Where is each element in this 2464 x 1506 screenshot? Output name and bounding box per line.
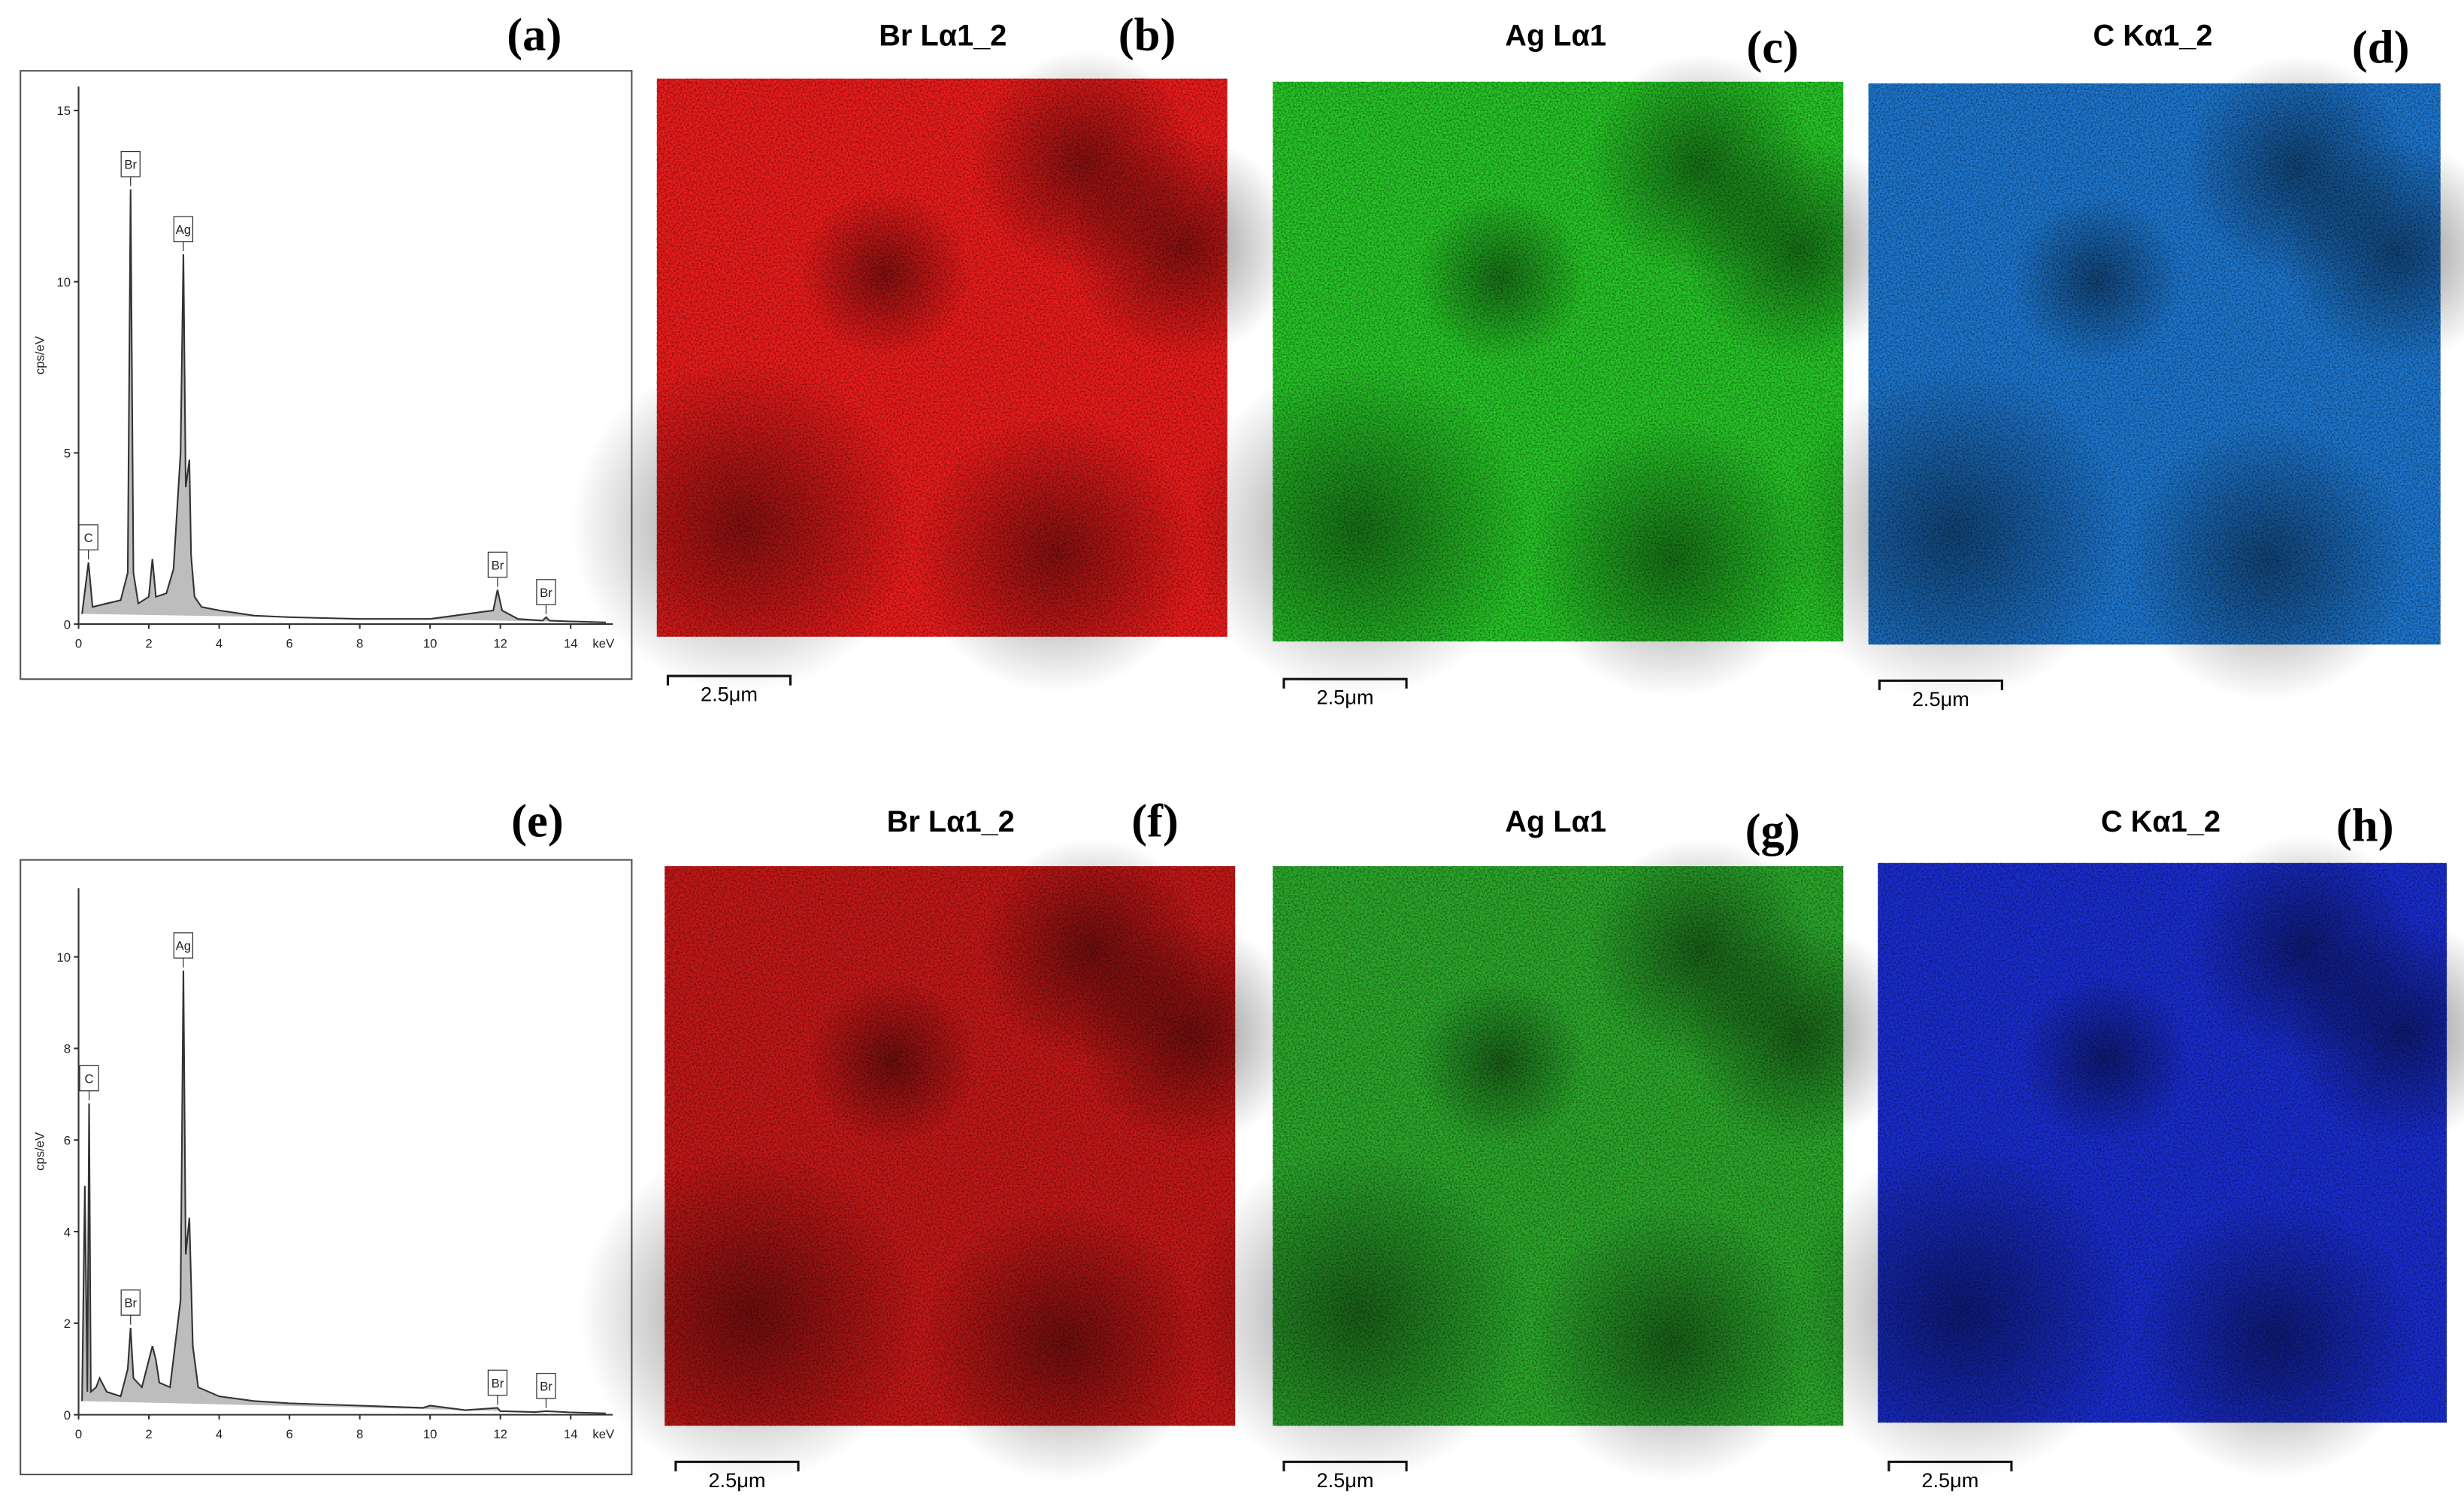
map-texture: [1273, 81, 1844, 642]
x-tick-label: 2: [145, 636, 152, 650]
x-tick-label: 4: [216, 1427, 222, 1441]
panel-label: (d): [2352, 21, 2410, 74]
x-tick-label: 2: [145, 1427, 152, 1441]
spectrum-line: [81, 189, 606, 623]
map-title: Ag Lα1: [1505, 20, 1606, 53]
scale-bar: [1887, 1460, 2013, 1471]
scale-bar: [1282, 677, 1408, 689]
map-texture: [1273, 866, 1844, 1426]
spectrum-line: [81, 970, 606, 1414]
x-axis-label: keV: [592, 1427, 615, 1441]
x-tick-label: 0: [75, 1427, 82, 1441]
map-title: Ag Lα1: [1505, 805, 1606, 838]
annotation: Br: [492, 1376, 504, 1390]
annotation: C: [84, 531, 93, 545]
panel-label: (b): [1118, 8, 1176, 61]
x-tick-label: 6: [286, 1427, 292, 1441]
scale-bar-label: 2.5μm: [1921, 1468, 1978, 1492]
y-axis-label: cps/eV: [33, 335, 47, 374]
panel-label: (a): [507, 8, 562, 61]
map-title: Br Lα1_2: [879, 20, 1006, 53]
y-tick-label: 4: [64, 1225, 71, 1239]
scale-bar: [666, 674, 792, 686]
map-title: C Kα1_2: [2101, 805, 2220, 838]
x-tick-label: 0: [75, 636, 82, 650]
annotation: Ag: [176, 939, 191, 953]
annotation-box: [487, 551, 508, 578]
annotation-box: [536, 1372, 556, 1399]
y-tick-label: 15: [56, 104, 71, 118]
x-tick-label: 6: [286, 636, 292, 650]
panel-label: (f): [1131, 794, 1179, 847]
x-tick-label: 14: [564, 1427, 578, 1441]
map-texture: [1868, 83, 2441, 645]
panel-label: (g): [1745, 804, 1800, 856]
panel-label: (e): [511, 794, 564, 847]
x-tick-label: 8: [356, 636, 363, 650]
annotation: C: [85, 1071, 94, 1086]
scale-bar-label: 2.5μm: [1317, 686, 1374, 709]
y-tick-label: 6: [64, 1134, 71, 1148]
annotation-box: [79, 1065, 99, 1092]
panel-label: (h): [2336, 799, 2394, 852]
scale-bar-label: 2.5μm: [1317, 1468, 1374, 1492]
y-tick-label: 10: [56, 950, 71, 965]
y-tick-label: 0: [64, 617, 71, 632]
annotation: Br: [540, 1380, 552, 1394]
x-tick-label: 10: [423, 1427, 437, 1441]
scale-bar-label: 2.5μm: [701, 683, 758, 706]
annotation-box: [78, 524, 98, 551]
x-axis-label: keV: [592, 636, 615, 650]
y-tick-label: 10: [56, 275, 71, 289]
scale-bar: [674, 1460, 800, 1471]
map-texture: [664, 866, 1236, 1426]
map-title: Br Lα1_2: [887, 805, 1015, 838]
annotation: Br: [124, 1296, 137, 1311]
x-tick-label: 4: [216, 636, 222, 650]
scale-bar: [1282, 1460, 1408, 1471]
y-axis-label: cps/eV: [33, 1132, 47, 1171]
x-tick-label: 14: [564, 636, 578, 650]
scale-bar-label: 2.5μm: [708, 1468, 765, 1492]
y-tick-label: 2: [64, 1317, 71, 1331]
x-tick-label: 8: [356, 1427, 363, 1441]
annotation: Ag: [176, 223, 191, 237]
x-tick-label: 10: [423, 636, 437, 650]
x-tick-label: 12: [493, 1427, 507, 1441]
map-texture: [656, 78, 1227, 637]
annotation-box: [536, 579, 556, 605]
y-tick-label: 8: [64, 1042, 71, 1056]
y-tick-label: 0: [64, 1408, 71, 1423]
annotation: Br: [124, 158, 137, 172]
annotation: Br: [540, 586, 552, 600]
y-tick-label: 5: [64, 447, 71, 461]
annotation: Br: [492, 558, 504, 572]
annotation-box: [173, 932, 194, 959]
chart-frame: [20, 859, 633, 1476]
annotation-box: [487, 1369, 508, 1396]
map-title: C Kα1_2: [2093, 20, 2213, 53]
scale-bar-label: 2.5μm: [1912, 687, 1969, 711]
map-texture: [1878, 862, 2447, 1423]
panel-label: (c): [1746, 21, 1799, 74]
scale-bar: [1878, 679, 2003, 690]
x-tick-label: 12: [493, 636, 507, 650]
annotation-box: [120, 1289, 141, 1316]
annotation-box: [120, 150, 141, 177]
annotation-box: [173, 216, 194, 243]
